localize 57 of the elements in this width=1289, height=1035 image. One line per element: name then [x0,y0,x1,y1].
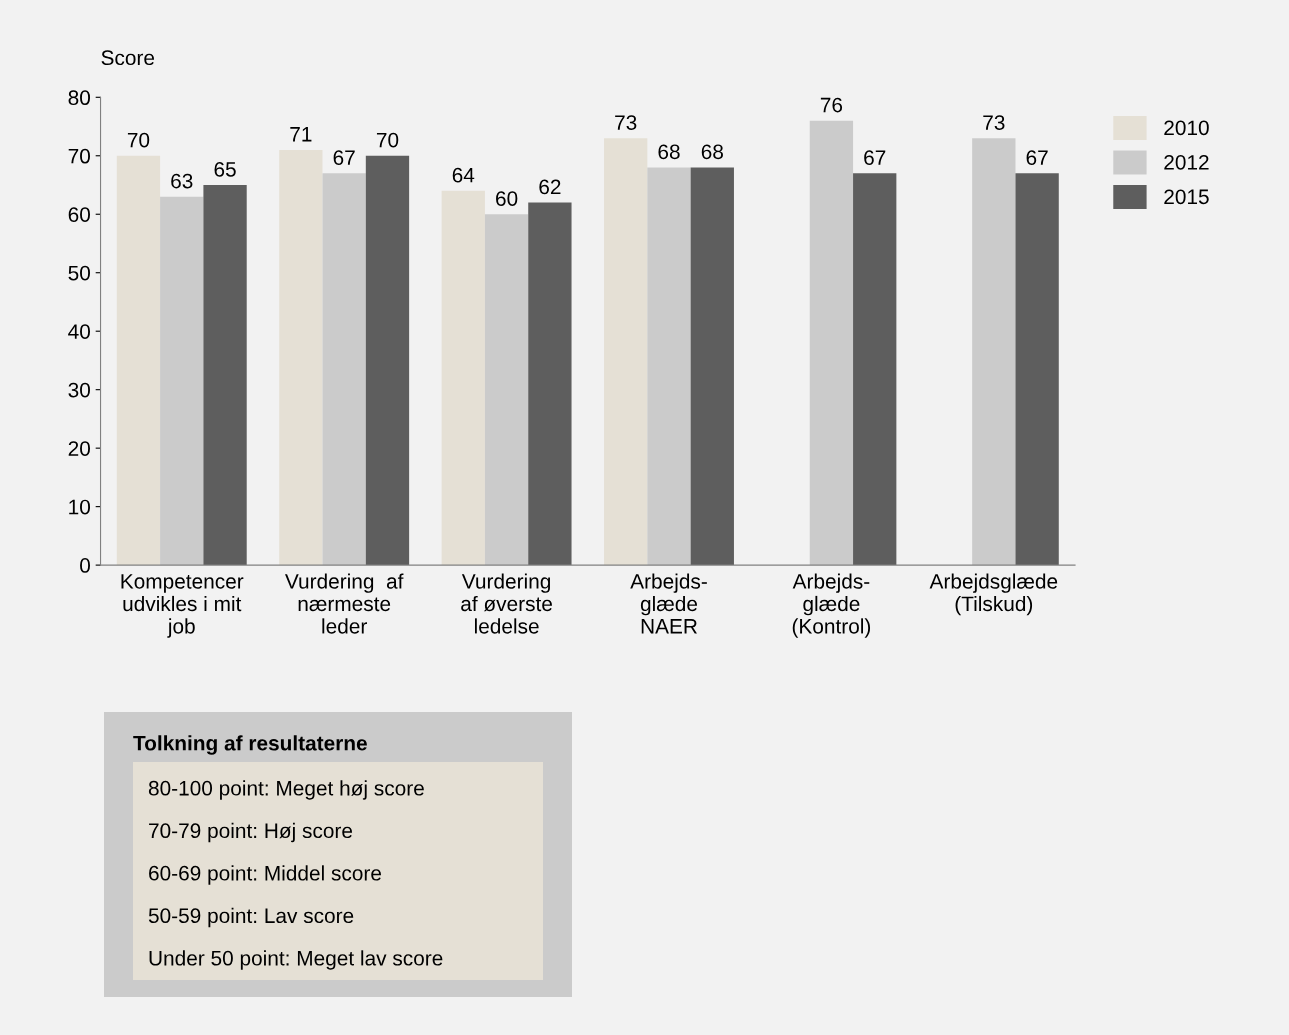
data-label: 65 [214,161,236,177]
text: 80-100 point: Meget høj score [148,780,424,800]
bar [1015,173,1059,566]
y-tick-label: 20 [68,441,91,456]
y-tick-label: 50 [68,265,91,281]
data-label: 70 [376,132,399,148]
bar [690,167,734,566]
text: Tolkning af resultaterne [133,735,367,755]
data-label: 68 [658,144,680,160]
y-tick-label: 80 [68,90,91,106]
data-label: 67 [333,150,355,166]
bar [853,173,897,566]
legend-label: 2012 [1164,154,1209,170]
bar [441,190,485,566]
bar [647,167,691,566]
x-tick-label: Arbejds- glæde (Kontrol) [792,573,871,638]
text: 50-59 point: Lav score [148,907,354,928]
text: 60-69 point: Middel score [149,865,381,885]
text: 70-79 point: Høj score [149,822,353,843]
data-label: 63 [171,173,193,189]
data-label: 67 [864,150,886,166]
data-label: 73 [983,115,1005,130]
x-tick-label: Arbejdsglæde (Tilskud) [929,573,1058,616]
data-label: 62 [539,179,561,195]
y-tick-label: 40 [68,324,91,339]
x-tick-label: Kompetencer udvikles i mit job [121,574,244,638]
legend-label: 2010 [1164,120,1209,136]
y-tick-label: 30 [68,382,91,398]
legend-label: 2015 [1164,189,1209,205]
bar [203,185,247,566]
bar [322,173,366,566]
data-label: 60 [496,191,518,206]
bar [279,149,323,566]
data-label: 73 [615,115,637,130]
bar [116,155,161,566]
y-tick-label: 10 [69,499,91,515]
text: Under 50 point: Meget lav score [149,950,443,970]
bar [484,214,529,566]
bar [365,155,410,566]
bar [604,138,648,566]
x-tick-label: Vurdering af nærmeste leder [285,573,404,634]
x-tick-label: Vurdering af øverste ledelse [461,573,552,634]
data-label: 76 [820,97,843,113]
bar [160,196,204,566]
data-label: 71 [290,127,312,142]
data-label: 68 [701,144,723,160]
y-tick-label: 0 [80,558,91,573]
y-tick-label: 60 [68,207,91,222]
data-label: 67 [1026,150,1048,166]
bar [528,202,572,566]
bar [972,138,1016,566]
bar [809,120,854,566]
data-label: 64 [452,167,475,183]
y-tick-label: 70 [68,148,91,164]
data-label: 70 [127,132,150,148]
x-tick-label: Arbejds- glæde NAER [630,573,707,634]
y-axis-title: Score [101,50,155,66]
